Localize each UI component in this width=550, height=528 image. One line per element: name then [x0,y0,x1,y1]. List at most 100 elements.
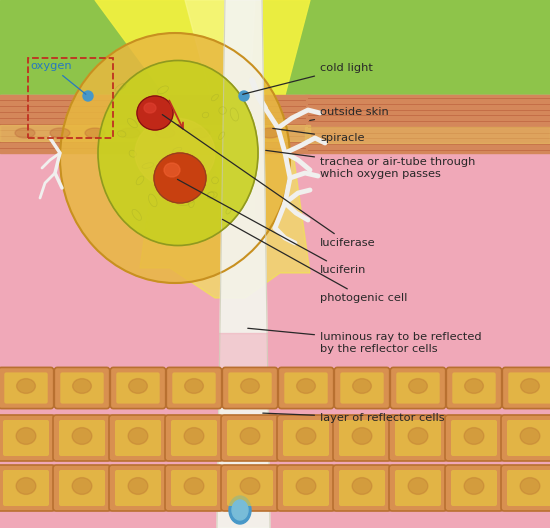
Ellipse shape [155,128,175,138]
Ellipse shape [225,128,245,138]
Text: layer of reflector cells: layer of reflector cells [263,413,444,423]
Ellipse shape [520,428,540,445]
Text: trachea or air-tube through
which oxygen passes: trachea or air-tube through which oxygen… [266,150,475,179]
Text: outside skin: outside skin [310,107,389,120]
Ellipse shape [72,478,92,494]
Ellipse shape [85,128,105,138]
FancyBboxPatch shape [278,367,334,409]
FancyBboxPatch shape [115,420,161,456]
Text: luminous ray to be reflected
by the reflector cells: luminous ray to be reflected by the refl… [248,328,482,354]
FancyBboxPatch shape [501,415,550,461]
Ellipse shape [135,118,215,188]
Ellipse shape [185,379,204,393]
FancyBboxPatch shape [390,367,446,409]
Text: cold light: cold light [243,63,373,95]
Ellipse shape [240,478,260,494]
FancyBboxPatch shape [111,367,166,409]
Bar [305,95,550,153]
FancyBboxPatch shape [171,420,217,456]
Ellipse shape [16,478,36,494]
Polygon shape [217,0,270,528]
Ellipse shape [129,379,147,393]
FancyBboxPatch shape [445,465,503,511]
Bar [0,0,550,95]
Ellipse shape [465,379,483,393]
Ellipse shape [128,428,148,445]
FancyBboxPatch shape [0,465,55,511]
Ellipse shape [296,428,316,445]
FancyBboxPatch shape [389,465,447,511]
Text: luciferase: luciferase [162,115,376,248]
FancyBboxPatch shape [116,372,160,403]
Ellipse shape [144,103,156,113]
Ellipse shape [229,496,251,524]
Bar [305,127,550,143]
Ellipse shape [164,163,180,177]
FancyBboxPatch shape [277,415,335,461]
Ellipse shape [232,500,248,520]
FancyBboxPatch shape [221,465,279,511]
Ellipse shape [409,379,427,393]
FancyBboxPatch shape [53,465,111,511]
FancyBboxPatch shape [395,420,441,456]
Ellipse shape [15,128,35,138]
Polygon shape [210,95,255,218]
FancyBboxPatch shape [284,372,328,403]
Ellipse shape [521,379,540,393]
FancyBboxPatch shape [59,470,105,506]
FancyBboxPatch shape [109,415,167,461]
FancyBboxPatch shape [228,372,272,403]
Ellipse shape [16,428,36,445]
Text: spiracle: spiracle [273,128,365,143]
FancyBboxPatch shape [227,470,273,506]
FancyBboxPatch shape [340,372,384,403]
Ellipse shape [408,428,428,445]
FancyBboxPatch shape [283,470,329,506]
Ellipse shape [352,478,372,494]
Circle shape [239,91,249,101]
Bar [0,95,550,528]
FancyBboxPatch shape [0,367,54,409]
Bar [0,125,310,141]
FancyBboxPatch shape [389,415,447,461]
Ellipse shape [98,61,258,246]
FancyBboxPatch shape [54,367,109,409]
Ellipse shape [240,379,260,393]
Ellipse shape [184,428,204,445]
Ellipse shape [408,478,428,494]
Text: photogenic cell: photogenic cell [222,219,408,303]
FancyBboxPatch shape [508,372,550,403]
Text: luciferin: luciferin [178,180,366,275]
FancyBboxPatch shape [4,372,48,403]
Ellipse shape [260,128,280,138]
FancyBboxPatch shape [172,372,216,403]
Bar [0,333,550,368]
FancyBboxPatch shape [222,367,278,409]
Ellipse shape [464,478,484,494]
Circle shape [83,91,93,101]
Polygon shape [95,0,310,95]
FancyBboxPatch shape [395,470,441,506]
Ellipse shape [296,478,316,494]
Text: oxygen: oxygen [30,61,86,95]
FancyBboxPatch shape [0,415,55,461]
FancyBboxPatch shape [446,367,502,409]
FancyBboxPatch shape [171,470,217,506]
FancyBboxPatch shape [115,470,161,506]
Ellipse shape [353,379,371,393]
FancyBboxPatch shape [333,465,391,511]
Ellipse shape [16,379,35,393]
FancyBboxPatch shape [339,470,385,506]
Ellipse shape [137,96,173,130]
FancyBboxPatch shape [451,420,497,456]
FancyBboxPatch shape [501,465,550,511]
FancyBboxPatch shape [53,415,111,461]
Ellipse shape [50,128,70,138]
FancyBboxPatch shape [277,465,335,511]
FancyBboxPatch shape [451,470,497,506]
Ellipse shape [128,478,148,494]
FancyBboxPatch shape [507,420,550,456]
FancyBboxPatch shape [109,465,167,511]
Ellipse shape [464,428,484,445]
Ellipse shape [184,478,204,494]
